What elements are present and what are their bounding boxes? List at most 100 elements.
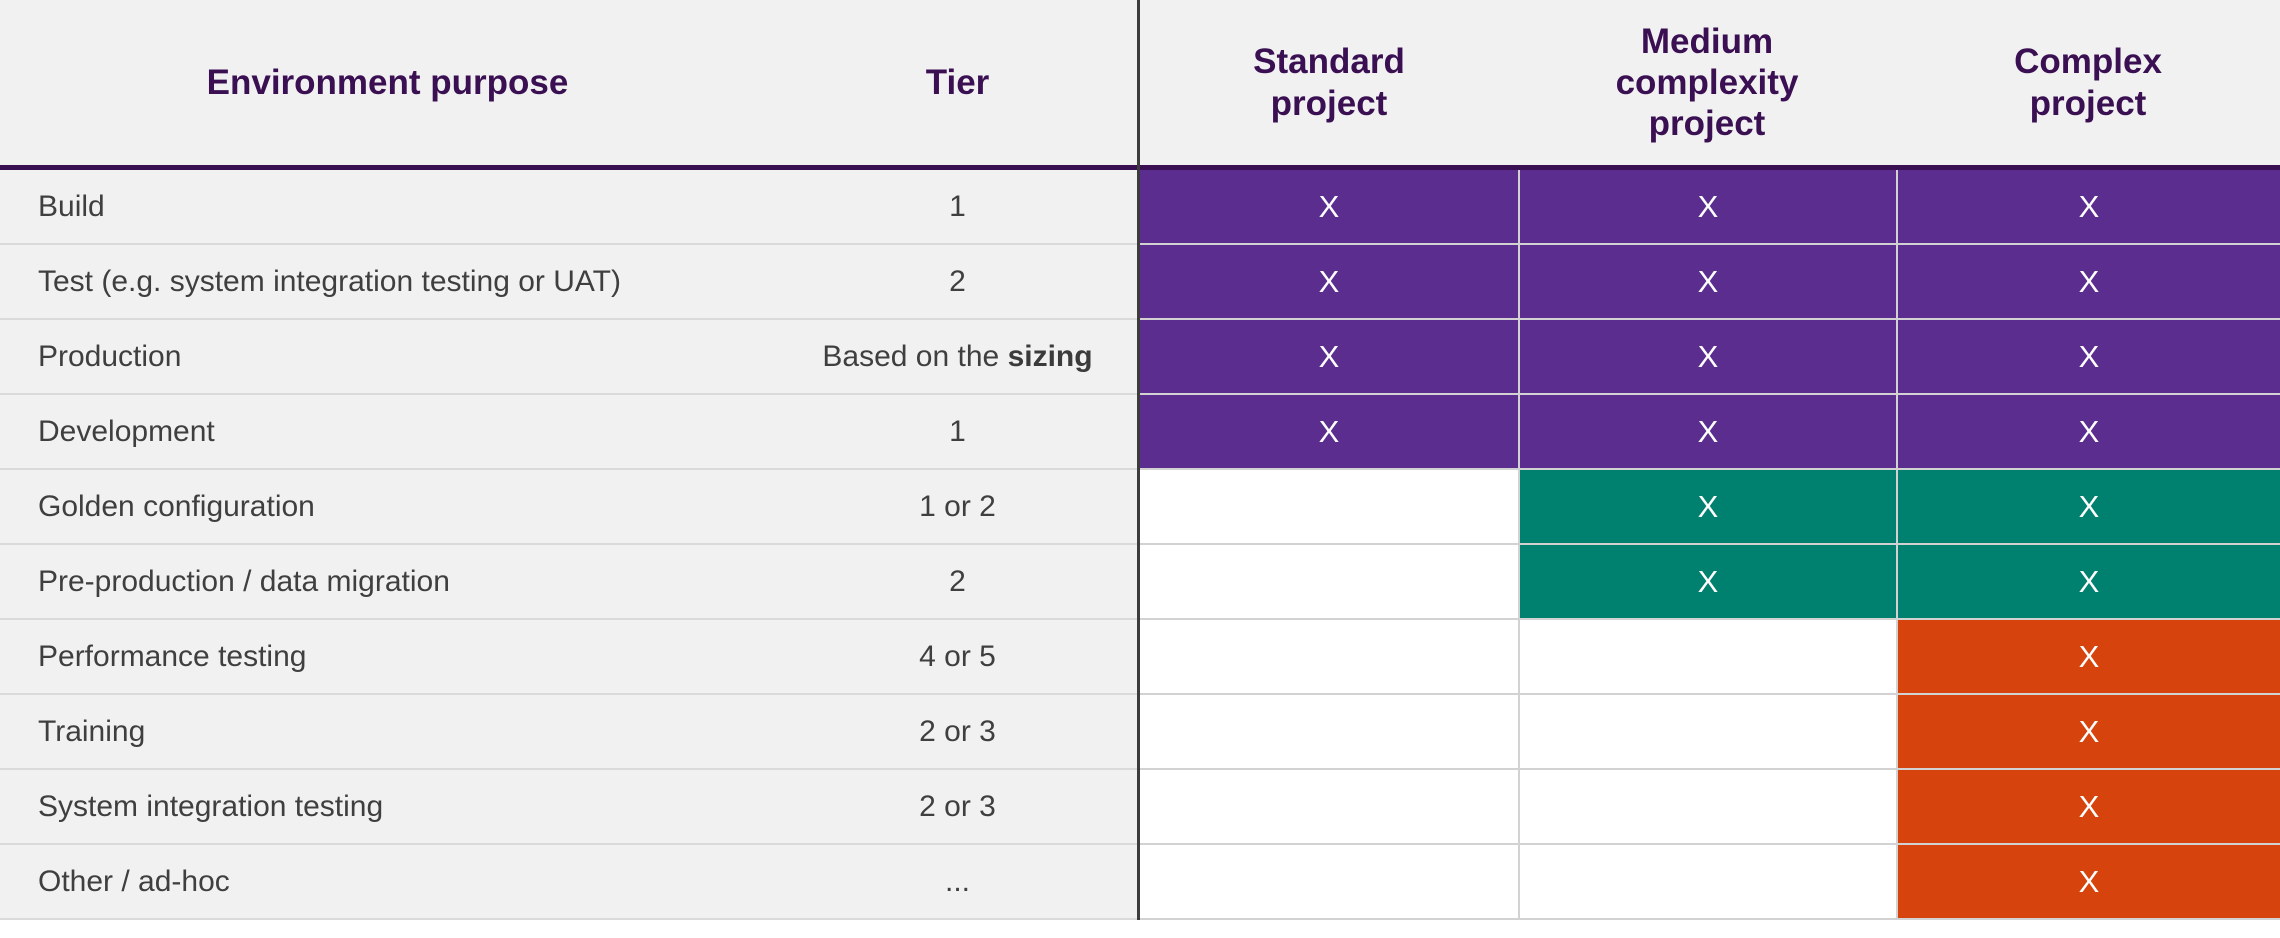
standard-project-cell <box>1140 695 1518 770</box>
tier-value: 1 <box>949 189 966 223</box>
environment-purpose-label: Performance testing <box>38 639 307 673</box>
complex-project-cell: X <box>1896 395 2280 470</box>
complex-project-cell: X <box>1896 245 2280 320</box>
x-mark: X <box>2078 788 2100 824</box>
environment-purpose-cell: Training <box>0 695 775 770</box>
environment-purpose-cell: Performance testing <box>0 620 775 695</box>
x-mark: X <box>1697 413 1719 449</box>
x-mark: X <box>1318 338 1340 374</box>
complex-project-cell: X <box>1896 770 2280 845</box>
environment-purpose-cell: Golden configuration <box>0 470 775 545</box>
medium-complexity-project-cell: X <box>1518 170 1896 245</box>
x-mark: X <box>2078 188 2100 224</box>
x-mark: X <box>1697 563 1719 599</box>
complex-project-cell: X <box>1896 545 2280 620</box>
environment-purpose-label: System integration testing <box>38 789 384 823</box>
tier-value: 2 <box>949 564 966 598</box>
environment-purpose-label: Training <box>38 714 146 748</box>
tier-value: 1 <box>949 414 966 448</box>
x-mark: X <box>1697 263 1719 299</box>
x-mark: X <box>1697 188 1719 224</box>
standard-project-cell <box>1140 770 1518 845</box>
environment-purpose-cell: System integration testing <box>0 770 775 845</box>
environment-purpose-cell: Other / ad-hoc <box>0 845 775 920</box>
tier-value: Based on the <box>822 339 1008 373</box>
tier-cell: 2 or 3 <box>775 695 1140 770</box>
environment-purpose-cell: Pre-production / data migration <box>0 545 775 620</box>
complex-project-cell: X <box>1896 845 2280 920</box>
tier-value: 2 <box>949 264 966 298</box>
environment-purpose-cell: Development <box>0 395 775 470</box>
table-row: Other / ad-hoc ... X <box>0 845 2280 920</box>
standard-project-cell <box>1140 545 1518 620</box>
environment-purpose-label: Golden configuration <box>38 489 315 523</box>
x-mark: X <box>2078 638 2100 674</box>
table-header-row: Environment purpose Tier Standard projec… <box>0 0 2280 170</box>
header-environment-purpose: Environment purpose <box>206 62 569 102</box>
table-body: Build 1 X X X Test (e.g. system integrat… <box>0 170 2280 920</box>
tier-cell: 2 <box>775 245 1140 320</box>
tier-value: 2 or 3 <box>919 789 996 823</box>
tier-value: ... <box>944 864 970 898</box>
tier-value-bold: sizing <box>1007 339 1093 373</box>
medium-complexity-project-cell: X <box>1518 470 1896 545</box>
table-row: System integration testing 2 or 3 X <box>0 770 2280 845</box>
standard-project-cell <box>1140 845 1518 920</box>
complex-project-cell: X <box>1896 170 2280 245</box>
complex-project-cell: X <box>1896 695 2280 770</box>
medium-complexity-project-cell: X <box>1518 395 1896 470</box>
environment-purpose-label: Development <box>38 414 215 448</box>
standard-project-cell: X <box>1140 395 1518 470</box>
complex-project-cell: X <box>1896 470 2280 545</box>
x-mark: X <box>2078 713 2100 749</box>
header-tier: Tier <box>925 62 990 102</box>
x-mark: X <box>2078 863 2100 899</box>
table-row: Build 1 X X X <box>0 170 2280 245</box>
x-mark: X <box>2078 263 2100 299</box>
complex-project-cell: X <box>1896 320 2280 395</box>
tier-cell: 1 <box>775 395 1140 470</box>
header-complex-project: Complex project <box>2014 42 2162 123</box>
header-medium-complexity-project: Medium complexity project <box>1615 21 1799 144</box>
medium-complexity-project-cell: X <box>1518 320 1896 395</box>
medium-complexity-project-cell <box>1518 770 1896 845</box>
table-row: Golden configuration 1 or 2 X X <box>0 470 2280 545</box>
standard-project-cell: X <box>1140 245 1518 320</box>
medium-complexity-project-cell: X <box>1518 245 1896 320</box>
tier-cell: 4 or 5 <box>775 620 1140 695</box>
complex-project-cell: X <box>1896 620 2280 695</box>
medium-complexity-project-cell: X <box>1518 545 1896 620</box>
medium-complexity-project-cell <box>1518 620 1896 695</box>
x-mark: X <box>1318 188 1340 224</box>
table-row: Test (e.g. system integration testing or… <box>0 245 2280 320</box>
environment-purpose-cell: Build <box>0 170 775 245</box>
x-mark: X <box>1318 413 1340 449</box>
tier-cell: ... <box>775 845 1140 920</box>
x-mark: X <box>2078 488 2100 524</box>
x-mark: X <box>2078 338 2100 374</box>
table-row: Production Based on the sizing X X X <box>0 320 2280 395</box>
x-mark: X <box>2078 413 2100 449</box>
tier-value: 1 or 2 <box>919 489 996 523</box>
x-mark: X <box>1697 338 1719 374</box>
table-row: Performance testing 4 or 5 X <box>0 620 2280 695</box>
standard-project-cell <box>1140 620 1518 695</box>
environment-purpose-cell: Test (e.g. system integration testing or… <box>0 245 775 320</box>
standard-project-cell: X <box>1140 170 1518 245</box>
tier-cell: 1 <box>775 170 1140 245</box>
x-mark: X <box>2078 563 2100 599</box>
tier-value: 2 or 3 <box>919 714 996 748</box>
environment-purpose-label: Other / ad-hoc <box>38 864 230 898</box>
environment-purpose-label: Production <box>38 339 182 373</box>
table-row: Training 2 or 3 X <box>0 695 2280 770</box>
medium-complexity-project-cell <box>1518 695 1896 770</box>
tier-cell: Based on the sizing <box>775 320 1140 395</box>
environment-purpose-label: Test (e.g. system integration testing or… <box>38 264 621 298</box>
tier-value: 4 or 5 <box>919 639 996 673</box>
environment-purpose-label: Build <box>38 189 105 223</box>
standard-project-cell <box>1140 470 1518 545</box>
medium-complexity-project-cell <box>1518 845 1896 920</box>
x-mark: X <box>1318 263 1340 299</box>
table-row: Development 1 X X X <box>0 395 2280 470</box>
